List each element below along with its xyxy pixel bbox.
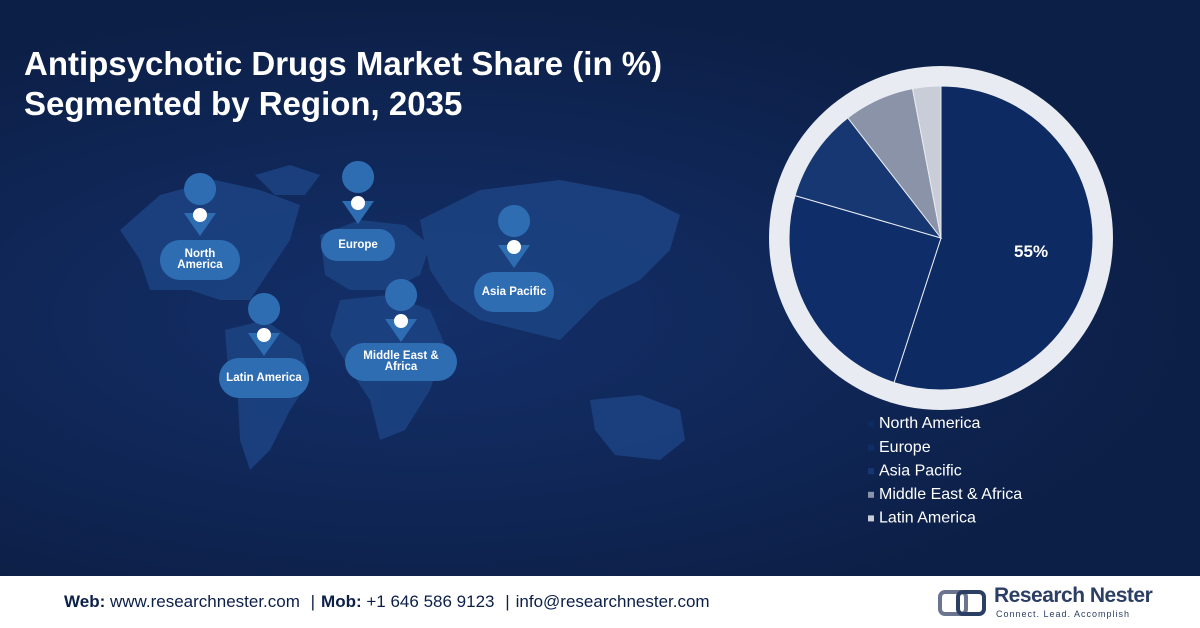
separator: |: [505, 592, 510, 611]
map-label: North America: [160, 240, 240, 280]
legend-marker: [868, 468, 874, 475]
brand: Research Nester: [994, 584, 1153, 607]
web[interactable]: www.researchnester.com: [109, 592, 300, 611]
value-label: 55%: [1014, 242, 1048, 261]
pie: 55%: [788, 85, 1094, 391]
email[interactable]: info@researchnester.com: [515, 592, 710, 611]
legend-marker: [868, 515, 874, 522]
logo-icon: [938, 590, 986, 616]
title-line: Segmented by Region, 2035: [24, 85, 463, 122]
map-label: Latin America: [219, 358, 309, 398]
pin-dots: [193, 196, 521, 342]
title-line: Antipsychotic Drugs Market Share (in %): [24, 45, 663, 82]
legend-marker: [868, 421, 874, 427]
legend-label: Asia Pacific: [879, 462, 962, 479]
map-label: Middle East & Africa: [345, 343, 457, 381]
map-and-chart: 55% North America Europe Asia Pacific Middl…: [120, 66, 1113, 527]
map-label: Asia Pacific: [474, 272, 554, 312]
pie-slice: [911, 85, 942, 239]
tagline: Connect. Lead. Accomplish: [996, 609, 1131, 619]
legend-label: Latin America: [879, 510, 976, 527]
legend-marker: [868, 444, 874, 451]
legend: North America Europe Asia Pacific Middle Ea…: [868, 415, 1022, 527]
contact: Web: www.researchnester.com | Mob: +1 646…: [64, 592, 710, 612]
footer: Web: www.researchnester.com | Mob: +1 646…: [0, 576, 1200, 628]
legend-label: Europe: [879, 439, 931, 456]
map-label: Europe: [321, 229, 395, 261]
separator: |: [310, 592, 316, 611]
legend-label: Middle East & Africa: [879, 486, 1022, 503]
web-label: Web:: [64, 592, 106, 611]
legend-label: North America: [879, 415, 980, 432]
mob: +1 646 586 9123: [366, 592, 495, 611]
background: Antipsychotic Drugs Market Share (in %) …: [0, 0, 1200, 576]
pie-slice: [893, 85, 1094, 391]
mob-label: Mob:: [321, 592, 362, 611]
pie-slice: [788, 194, 942, 384]
title: Antipsychotic Drugs Market Share (in %) …: [24, 44, 662, 124]
map-pins: [184, 161, 531, 356]
legend-marker: [868, 491, 874, 498]
pie-slice: [794, 117, 943, 239]
